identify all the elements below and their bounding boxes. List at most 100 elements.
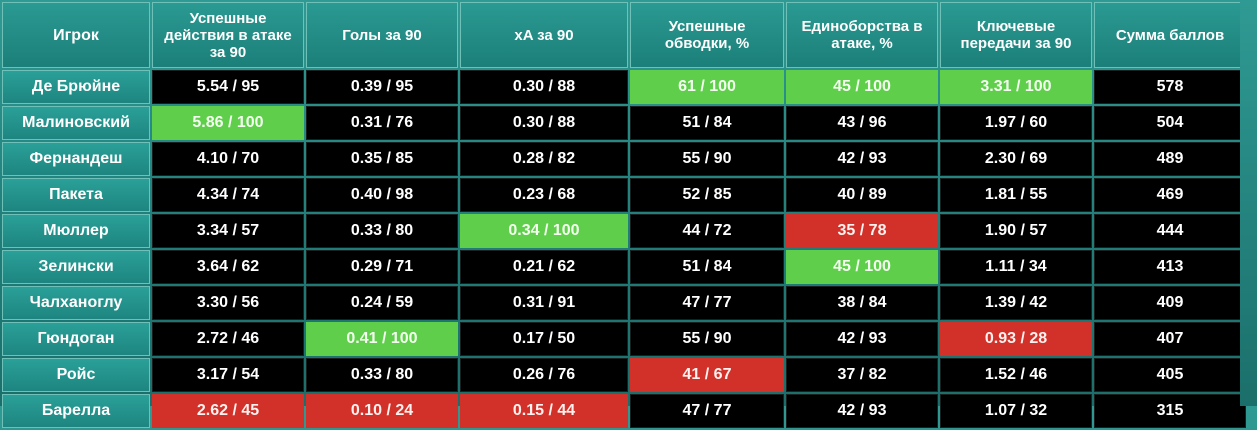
- stat-cell: 407: [1094, 322, 1246, 356]
- stat-cell: 5.54 / 95: [152, 70, 304, 104]
- player-name-cell: Зелински: [2, 250, 150, 284]
- player-name-cell: Ройс: [2, 358, 150, 392]
- player-name-cell: Де Брюйне: [2, 70, 150, 104]
- stat-cell: 0.33 / 80: [306, 214, 458, 248]
- stat-cell: 2.62 / 45: [152, 394, 304, 428]
- stat-cell: 42 / 93: [786, 142, 938, 176]
- table-row: Гюндоган 2.72 / 46 0.41 / 100 0.17 / 50 55 /…: [2, 322, 1246, 356]
- stat-cell: 42 / 93: [786, 394, 938, 428]
- stat-cell: 1.11 / 34: [940, 250, 1092, 284]
- stat-cell: 40 / 89: [786, 178, 938, 212]
- stat-cell: 3.30 / 56: [152, 286, 304, 320]
- stat-cell: 41 / 67: [630, 358, 784, 392]
- stat-cell: 55 / 90: [630, 322, 784, 356]
- column-header-duels: Единоборства в атаке, %: [786, 2, 938, 68]
- header-row: Игрок Успешные действия в атаке за 90 Го…: [2, 2, 1246, 68]
- stat-cell: 5.86 / 100: [152, 106, 304, 140]
- stat-cell: 1.07 / 32: [940, 394, 1092, 428]
- player-name-cell: Фернандеш: [2, 142, 150, 176]
- stat-cell: 405: [1094, 358, 1246, 392]
- stat-cell: 0.31 / 76: [306, 106, 458, 140]
- stat-cell: 35 / 78: [786, 214, 938, 248]
- stat-cell: 45 / 100: [786, 70, 938, 104]
- stat-cell: 38 / 84: [786, 286, 938, 320]
- stat-cell: 51 / 84: [630, 250, 784, 284]
- table-row: Зелински 3.64 / 62 0.29 / 71 0.21 / 62 51 / …: [2, 250, 1246, 284]
- stat-cell: 0.24 / 59: [306, 286, 458, 320]
- player-name-cell: Малиновский: [2, 106, 150, 140]
- table-row: Фернандеш 4.10 / 70 0.35 / 85 0.28 / 82 55 /…: [2, 142, 1246, 176]
- stat-cell: 4.34 / 74: [152, 178, 304, 212]
- stat-cell: 1.81 / 55: [940, 178, 1092, 212]
- stat-cell: 504: [1094, 106, 1246, 140]
- stat-cell: 0.93 / 28: [940, 322, 1092, 356]
- stat-cell: 51 / 84: [630, 106, 784, 140]
- table-row: Пакета 4.34 / 74 0.40 / 98 0.23 / 68 52 / 85…: [2, 178, 1246, 212]
- stat-cell: 0.35 / 85: [306, 142, 458, 176]
- table-row: Де Брюйне 5.54 / 95 0.39 / 95 0.30 / 88 61 /…: [2, 70, 1246, 104]
- stat-cell: 3.17 / 54: [152, 358, 304, 392]
- column-header-xa: xA за 90: [460, 2, 628, 68]
- stat-cell: 2.72 / 46: [152, 322, 304, 356]
- player-name-cell: Чалханоглу: [2, 286, 150, 320]
- player-name-cell: Барелла: [2, 394, 150, 428]
- table-row: Чалханоглу 3.30 / 56 0.24 / 59 0.31 / 91 47 …: [2, 286, 1246, 320]
- stat-cell: 4.10 / 70: [152, 142, 304, 176]
- stat-cell: 0.30 / 88: [460, 70, 628, 104]
- stat-cell: 1.39 / 42: [940, 286, 1092, 320]
- table-row: Ройс 3.17 / 54 0.33 / 80 0.26 / 76 41 / 67 37…: [2, 358, 1246, 392]
- stat-cell: 44 / 72: [630, 214, 784, 248]
- stat-cell: 3.64 / 62: [152, 250, 304, 284]
- stat-cell: 1.90 / 57: [940, 214, 1092, 248]
- column-header-dribbles: Успешные обводки, %: [630, 2, 784, 68]
- stat-cell: 0.23 / 68: [460, 178, 628, 212]
- stat-cell: 1.52 / 46: [940, 358, 1092, 392]
- stat-cell: 52 / 85: [630, 178, 784, 212]
- stat-cell: 2.30 / 69: [940, 142, 1092, 176]
- stat-cell: 0.34 / 100: [460, 214, 628, 248]
- stat-cell: 0.29 / 71: [306, 250, 458, 284]
- column-header-goals: Голы за 90: [306, 2, 458, 68]
- table-row: Барелла 2.62 / 45 0.10 / 24 0.15 / 44 47 / 7…: [2, 394, 1246, 428]
- stat-cell: 578: [1094, 70, 1246, 104]
- stat-cell: 0.39 / 95: [306, 70, 458, 104]
- stat-cell: 3.34 / 57: [152, 214, 304, 248]
- stat-cell: 3.31 / 100: [940, 70, 1092, 104]
- stat-cell: 0.15 / 44: [460, 394, 628, 428]
- stat-cell: 0.33 / 80: [306, 358, 458, 392]
- stat-cell: 0.30 / 88: [460, 106, 628, 140]
- column-header-total: Сумма баллов: [1094, 2, 1246, 68]
- player-name-cell: Гюндоган: [2, 322, 150, 356]
- table-row: Мюллер 3.34 / 57 0.33 / 80 0.34 / 100 44 / 7…: [2, 214, 1246, 248]
- stat-cell: 47 / 77: [630, 394, 784, 428]
- column-header-player: Игрок: [2, 2, 150, 68]
- column-header-key-passes: Ключевые передачи за 90: [940, 2, 1092, 68]
- stat-cell: 0.28 / 82: [460, 142, 628, 176]
- stat-cell: 0.17 / 50: [460, 322, 628, 356]
- stat-cell: 409: [1094, 286, 1246, 320]
- stat-cell: 469: [1094, 178, 1246, 212]
- stat-cell: 61 / 100: [630, 70, 784, 104]
- player-name-cell: Пакета: [2, 178, 150, 212]
- stat-cell: 0.41 / 100: [306, 322, 458, 356]
- stat-cell: 55 / 90: [630, 142, 784, 176]
- table-row: Малиновский 5.86 / 100 0.31 / 76 0.30 / 88 5…: [2, 106, 1246, 140]
- column-header-attack-actions: Успешные действия в атаке за 90: [152, 2, 304, 68]
- stat-cell: 413: [1094, 250, 1246, 284]
- stat-cell: 0.10 / 24: [306, 394, 458, 428]
- stat-cell: 0.31 / 91: [460, 286, 628, 320]
- stat-cell: 444: [1094, 214, 1246, 248]
- stat-cell: 0.21 / 62: [460, 250, 628, 284]
- player-name-cell: Мюллер: [2, 214, 150, 248]
- stat-cell: 489: [1094, 142, 1246, 176]
- stat-cell: 1.97 / 60: [940, 106, 1092, 140]
- stat-cell: 315: [1094, 394, 1246, 428]
- background-edge: [1240, 0, 1257, 406]
- stat-cell: 37 / 82: [786, 358, 938, 392]
- stat-cell: 42 / 93: [786, 322, 938, 356]
- stat-cell: 47 / 77: [630, 286, 784, 320]
- stat-cell: 45 / 100: [786, 250, 938, 284]
- stat-cell: 43 / 96: [786, 106, 938, 140]
